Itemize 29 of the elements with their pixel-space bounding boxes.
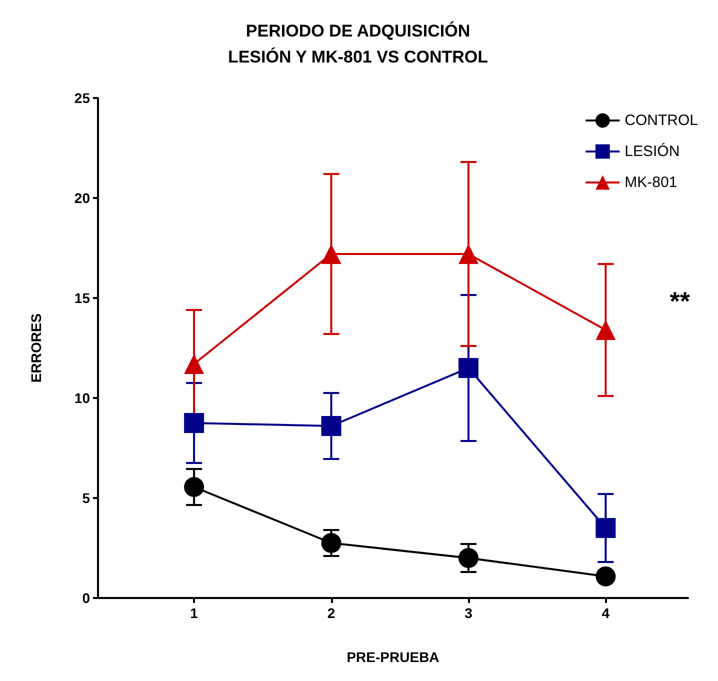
legend-label: CONTROL: [624, 112, 698, 129]
x-tick-label: 3: [464, 605, 473, 621]
legend-label: MK-801: [624, 174, 678, 191]
legend-label: LESIÓN: [624, 142, 680, 160]
x-axis-title: PRE-PRUEBA: [346, 649, 440, 665]
x-tick-label: 1: [190, 605, 198, 621]
point: [321, 416, 342, 436]
x-tick-label: 4: [602, 605, 610, 621]
x-tick-label: 2: [327, 605, 336, 621]
y-tick-label: 20: [74, 190, 90, 206]
annotation: **: [670, 286, 691, 316]
point: [458, 358, 478, 378]
y-tick-label: 25: [74, 90, 90, 106]
point: [596, 518, 616, 538]
point: [184, 477, 204, 497]
y-axis-title: ERRORES: [28, 313, 44, 383]
point: [458, 244, 478, 264]
y-tick-label: 15: [74, 290, 90, 306]
point: [184, 354, 204, 374]
point: [184, 413, 204, 433]
y-tick-label: 5: [82, 490, 90, 506]
chart-title: PERIODO DE ADQUISICIÓN LESIÓN Y MK-801 VS CONTROL: [228, 20, 488, 66]
y-tick-label: 10: [74, 390, 90, 406]
point: [458, 548, 478, 568]
y-tick-label: 0: [82, 590, 90, 606]
point: [596, 566, 616, 586]
point: [321, 244, 342, 264]
point: [321, 533, 342, 553]
point: [596, 320, 616, 340]
